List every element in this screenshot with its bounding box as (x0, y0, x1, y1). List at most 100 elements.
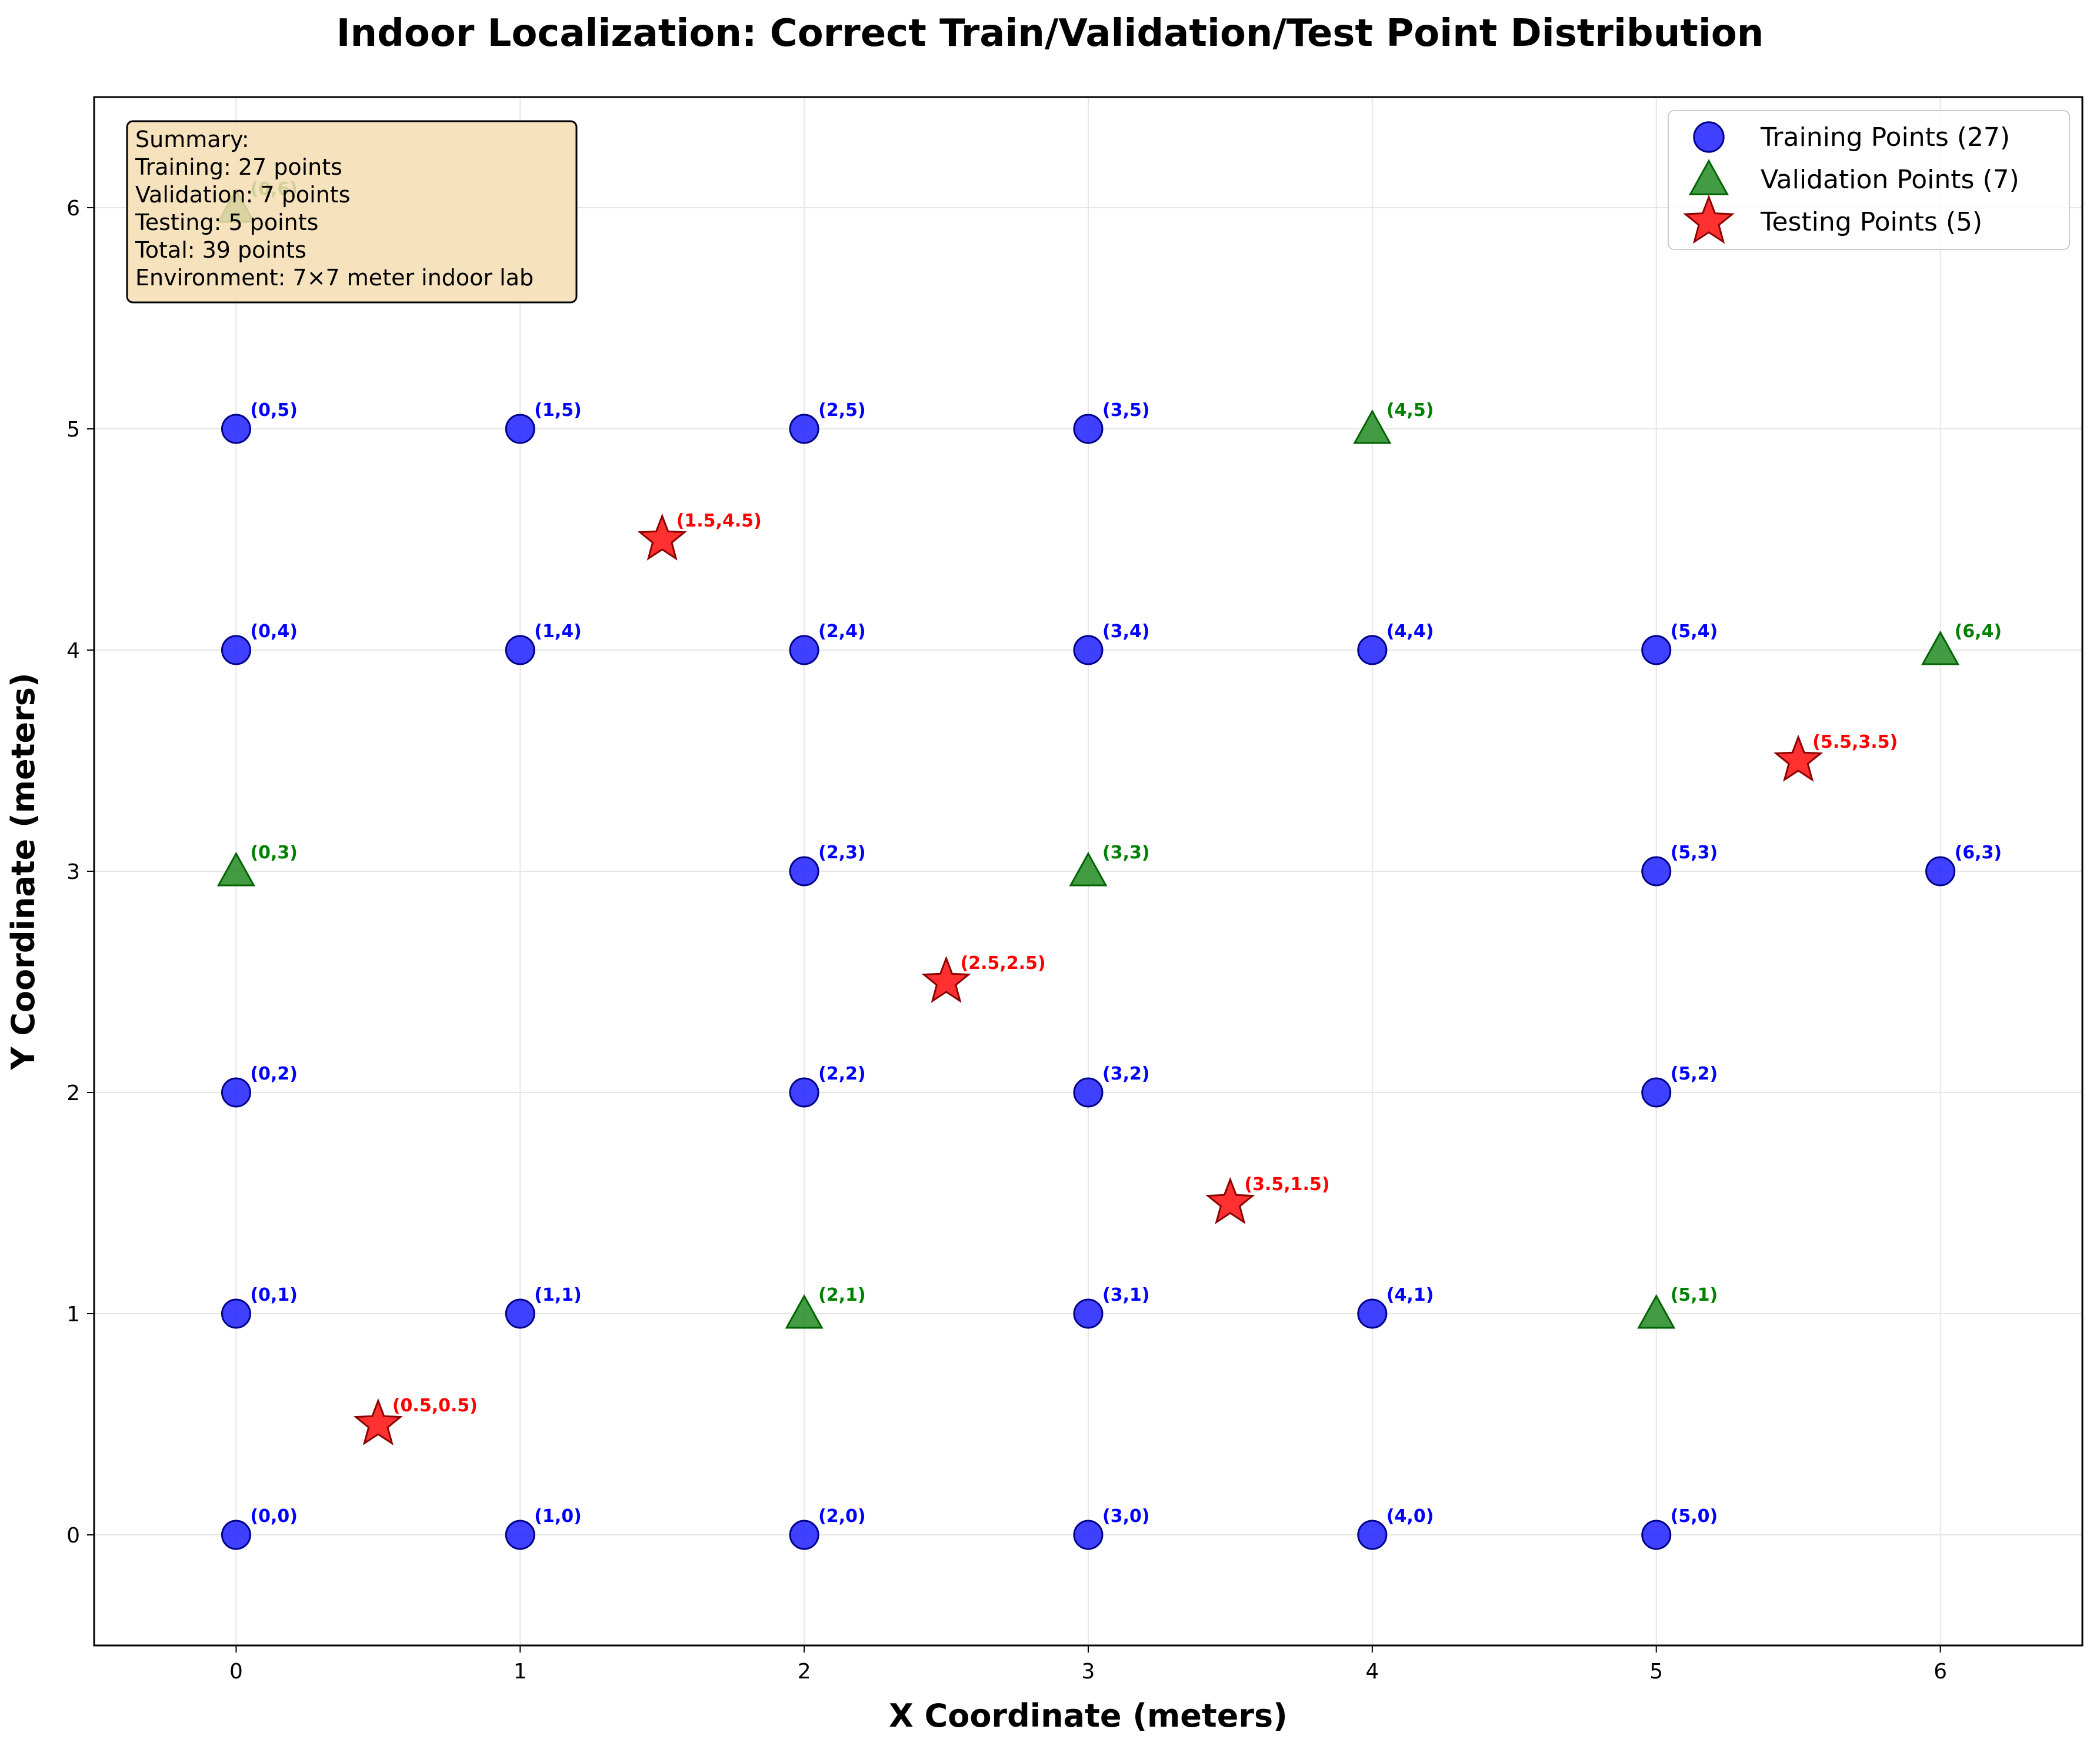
point-label: (5.5,3.5) (1812, 732, 1898, 752)
training-point (505, 635, 535, 665)
point-label: (3,5) (1102, 400, 1150, 421)
training-point (221, 1077, 251, 1108)
legend-star-marker (1683, 194, 1735, 244)
training-point (1073, 1298, 1104, 1329)
training-point (221, 635, 251, 665)
y-axis-label: Y Coordinate (meters) (5, 672, 42, 1070)
point-label: (0,5) (250, 400, 298, 421)
point-label: (3,2) (1102, 1064, 1150, 1084)
point-label: (2,5) (818, 400, 866, 421)
x-tick-label: 4 (1365, 1660, 1379, 1684)
point-label: (3,4) (1102, 621, 1150, 642)
point-label: (5,2) (1671, 1064, 1718, 1084)
training-point (1641, 856, 1672, 887)
point-label: (2,2) (818, 1064, 866, 1084)
training-point (221, 1298, 251, 1329)
point-label: (0,2) (250, 1064, 298, 1084)
x-tick-label: 6 (1934, 1660, 1947, 1684)
training-point (1073, 635, 1104, 665)
testing-point (1774, 734, 1824, 782)
training-point (1073, 414, 1104, 444)
x-tick-label: 5 (1649, 1660, 1663, 1684)
training-point (789, 856, 819, 887)
point-label: (3,3) (1102, 842, 1150, 863)
chart-title: Indoor Localization: Correct Train/Valid… (336, 12, 1764, 55)
legend-box (1668, 110, 2070, 250)
point-label: (5,1) (1671, 1285, 1718, 1305)
training-point (1925, 856, 1956, 887)
point-label: (2,4) (818, 621, 866, 642)
y-tick-label: 5 (66, 418, 80, 442)
x-tick-label: 3 (1082, 1660, 1095, 1684)
point-label: (1.5,4.5) (676, 511, 762, 531)
training-point (1641, 1077, 1672, 1108)
validation-point (1921, 630, 1960, 665)
point-label: (6,3) (1955, 842, 2002, 863)
training-point (789, 1077, 819, 1108)
point-label: (3,1) (1102, 1285, 1150, 1305)
x-tick-label: 1 (514, 1660, 527, 1684)
legend-entry: Testing Points (5) (1760, 207, 1982, 237)
legend-triangle-marker (1688, 159, 1729, 195)
point-label: (6,4) (1955, 621, 2002, 642)
point-label: (1,1) (534, 1285, 582, 1305)
point-label: (0,1) (250, 1285, 298, 1305)
point-label: (0,4) (250, 621, 298, 642)
validation-point (1637, 1294, 1676, 1329)
training-point (1641, 635, 1672, 665)
point-label: (2.5,2.5) (961, 953, 1046, 974)
summary-line: Environment: 7×7 meter indoor lab (135, 265, 534, 291)
point-label: (2,0) (818, 1506, 866, 1527)
summary-line: Total: 39 points (135, 237, 306, 263)
training-point (1357, 1520, 1388, 1550)
x-tick-label: 0 (229, 1660, 243, 1684)
validation-point (1353, 409, 1392, 444)
point-label: (2,3) (818, 842, 866, 863)
y-tick-label: 2 (66, 1081, 80, 1105)
training-point (789, 1520, 819, 1550)
training-point (789, 414, 819, 444)
point-label: (5,0) (1671, 1506, 1718, 1527)
validation-point (785, 1294, 824, 1329)
summary-line: Validation: 7 points (135, 182, 351, 208)
testing-point (1205, 1177, 1255, 1224)
training-point (505, 1520, 535, 1550)
point-label: (4,5) (1386, 400, 1434, 421)
training-point (1357, 635, 1388, 665)
point-label: (4,4) (1386, 621, 1434, 642)
point-label: (0.5,0.5) (392, 1395, 478, 1416)
summary-line: Summary: (135, 126, 249, 152)
y-tick-label: 3 (66, 860, 80, 884)
legend: Training Points (27) Validation Points (7… (1668, 110, 2070, 250)
point-label: (0,0) (250, 1506, 298, 1527)
training-point (789, 635, 819, 665)
point-label: (3,0) (1102, 1506, 1150, 1527)
testing-point (637, 513, 687, 561)
training-point (505, 1298, 535, 1329)
y-tick-label: 4 (66, 639, 80, 663)
point-label: (4,0) (1386, 1506, 1434, 1527)
y-tick-label: 1 (66, 1302, 80, 1327)
summary-line: Testing: 5 points (135, 209, 318, 235)
training-point (221, 414, 251, 444)
validation-point (1069, 851, 1108, 887)
point-label: (5,3) (1671, 842, 1718, 863)
point-label: (1,5) (534, 400, 582, 421)
legend-entry: Training Points (27) (1760, 122, 2010, 152)
validation-point (216, 851, 255, 887)
point-label: (0,3) (250, 842, 298, 863)
point-label: (3.5,1.5) (1244, 1174, 1329, 1195)
training-point (1357, 1298, 1388, 1329)
point-label: (1,4) (534, 621, 582, 642)
point-label: (2,1) (818, 1285, 866, 1305)
point-label: (5,4) (1671, 621, 1718, 642)
testing-point (921, 955, 971, 1003)
training-point (221, 1520, 251, 1550)
training-point (1641, 1520, 1672, 1550)
y-tick-label: 0 (66, 1524, 80, 1548)
point-label: (1,0) (534, 1506, 582, 1527)
summary-box-bg (126, 120, 578, 304)
training-point (1073, 1077, 1104, 1108)
